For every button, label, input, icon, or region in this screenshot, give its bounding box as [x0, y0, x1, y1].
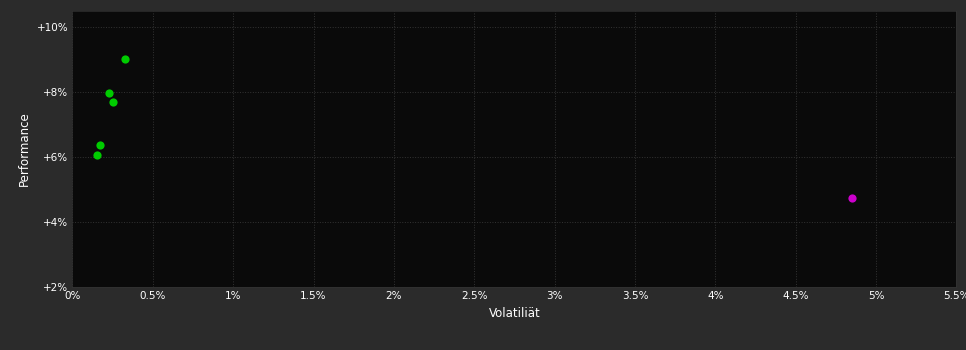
Y-axis label: Performance: Performance [18, 111, 31, 186]
Point [89, 153, 104, 158]
Point [105, 99, 121, 104]
Point [118, 56, 133, 62]
Point [92, 143, 107, 148]
X-axis label: Volatiliät: Volatiliät [489, 307, 540, 320]
Point [101, 91, 117, 96]
Point [844, 195, 860, 200]
